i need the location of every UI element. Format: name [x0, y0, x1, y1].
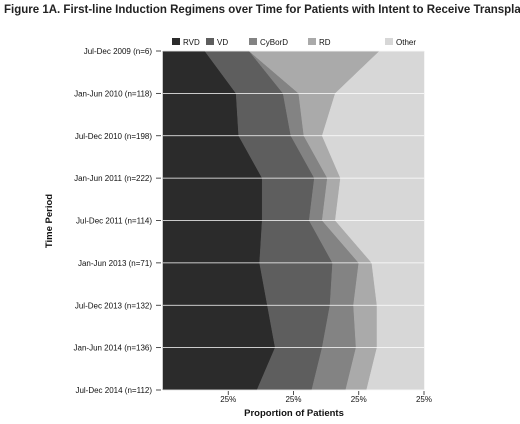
legend: RVD VD CyBorD RD Other: [172, 38, 416, 47]
y-tick-label: Jul-Dec 2010 (n=198): [75, 132, 152, 141]
y-tick-label: Jul-Dec 2014 (n=112): [75, 386, 152, 395]
legend-swatch-rd: [308, 38, 316, 45]
y-axis: Jul-Dec 2009 (n=6) Jan-Jun 2010 (n=118) Ju…: [74, 47, 161, 395]
y-tick-label: Jan-Jun 2011 (n=222): [74, 174, 152, 183]
x-axis-label: Proportion of Patients: [244, 408, 344, 419]
legend-label-rd: RD: [319, 38, 331, 47]
x-tick-label: 25%: [416, 395, 432, 404]
legend-label-other: Other: [396, 38, 416, 47]
y-tick-label: Jan-Jun 2010 (n=118): [74, 89, 152, 98]
x-tick-label: 25%: [285, 395, 301, 404]
y-tick-label: Jul-Dec 2009 (n=6): [84, 47, 153, 56]
legend-swatch-cybord: [249, 38, 257, 45]
legend-label-vd: VD: [217, 38, 228, 47]
y-tick-label: Jan-Jun 2013 (n=71): [78, 259, 152, 268]
legend-swatch-other: [385, 38, 393, 45]
legend-swatch-rvd: [172, 38, 180, 45]
legend-label-cybord: CyBorD: [260, 38, 288, 47]
plot-area: [162, 50, 425, 391]
y-tick-label: Jan-Jun 2014 (n=136): [74, 344, 153, 353]
y-axis-label: Time Period: [44, 194, 55, 248]
chart-title: Figure 1A. First-line Induction Regimens…: [4, 4, 520, 16]
x-axis: 25% 25% 25% 25%: [220, 391, 432, 404]
legend-label-rvd: RVD: [183, 38, 200, 47]
y-tick-label: Jul-Dec 2013 (n=132): [75, 301, 152, 310]
x-tick-label: 25%: [220, 395, 236, 404]
x-tick-label: 25%: [351, 395, 367, 404]
y-tick-label: Jul-Dec 2011 (n=114): [76, 217, 152, 226]
legend-swatch-vd: [206, 38, 214, 45]
